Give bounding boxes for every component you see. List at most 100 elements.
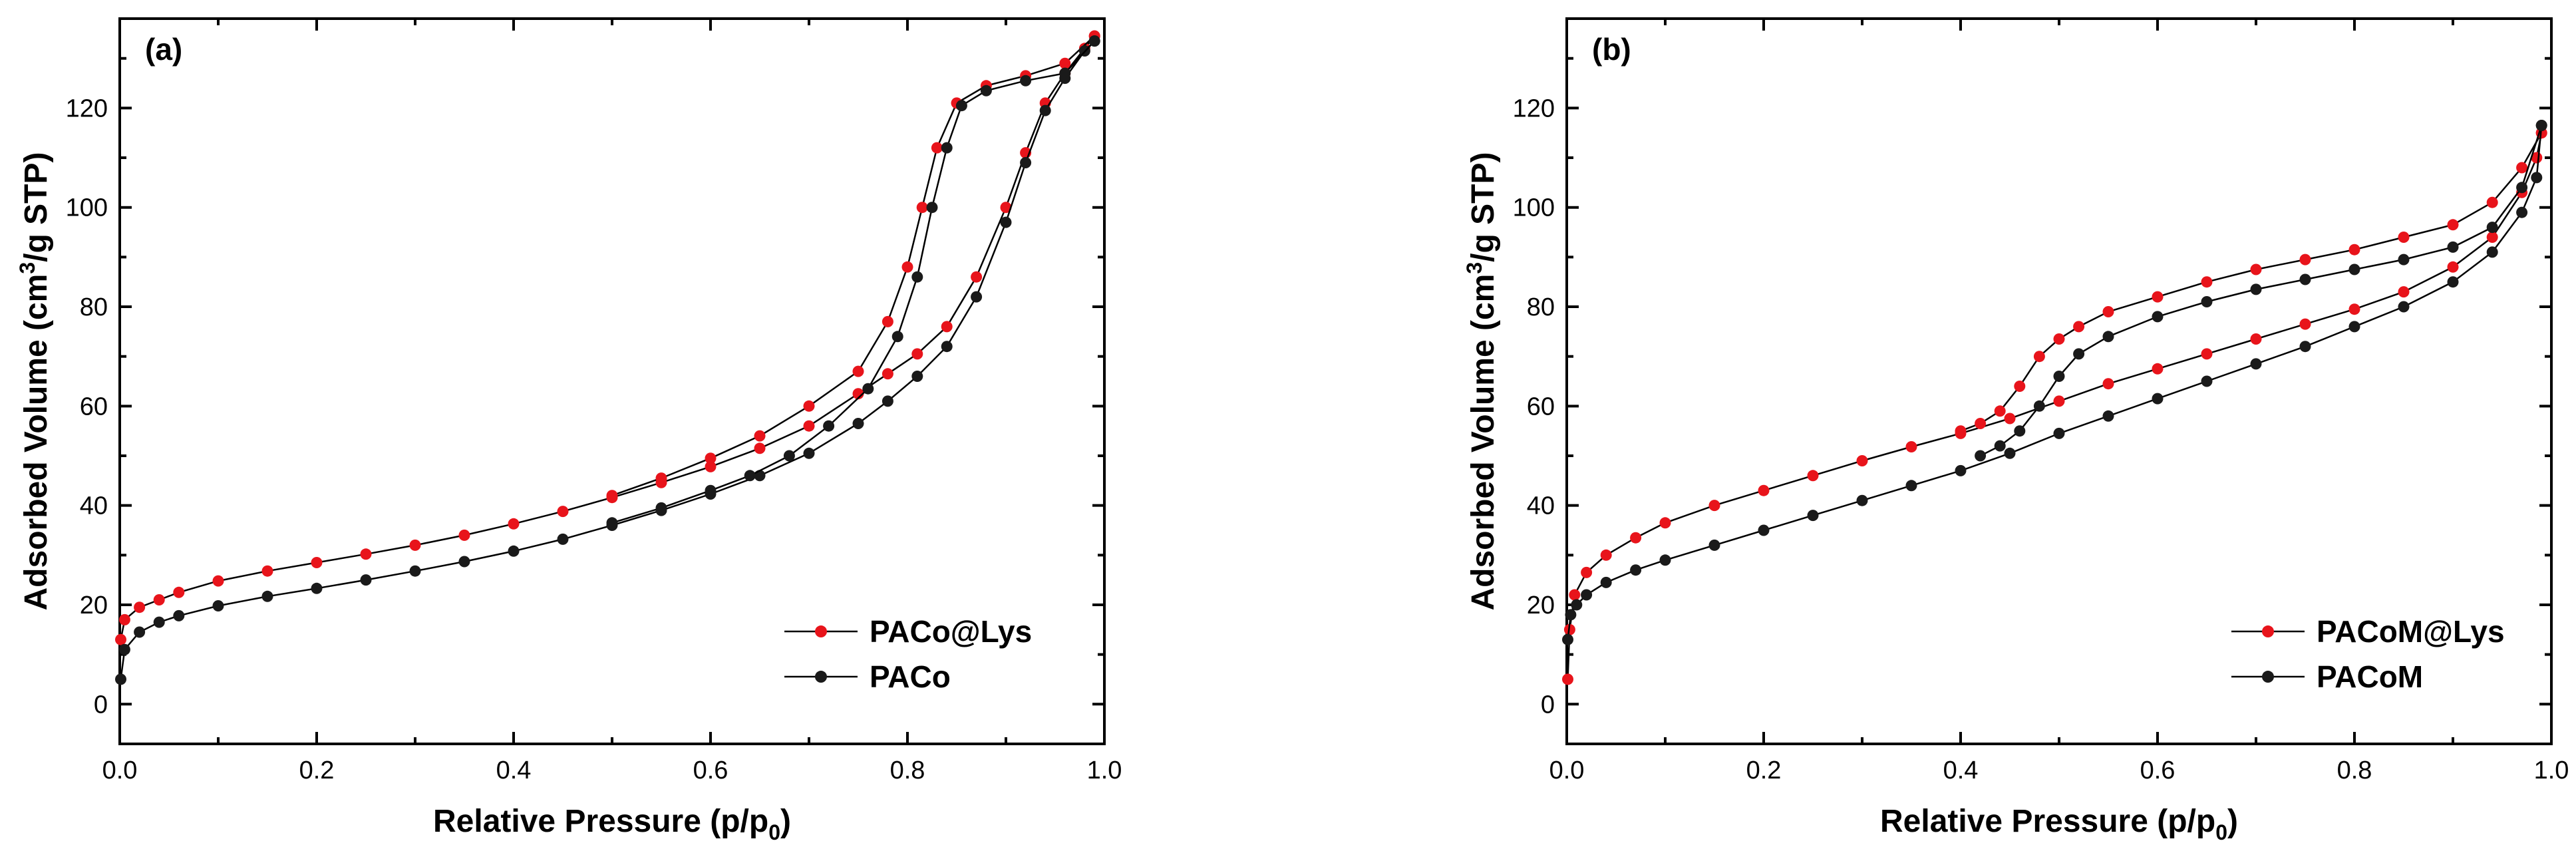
data-point [2014,425,2026,437]
series-pacom [1562,120,2547,645]
legend-entry: PACoM [2231,659,2423,694]
data-point [2299,273,2311,285]
data-point [1630,564,1642,576]
data-point [911,371,923,382]
data-point [606,517,618,529]
data-point [1708,500,1720,512]
data-point [2398,254,2410,265]
panel-label: (a) [145,32,182,67]
data-point [134,626,146,638]
data-point [2102,331,2114,343]
desorption-line [611,40,1096,524]
x-tick-label: 0.4 [1943,757,1979,784]
legend-entry: PACo@Lys [784,614,1032,649]
data-point [1000,216,1012,228]
data-point [901,261,913,273]
data-point [2535,120,2547,131]
data-point [2102,410,2114,422]
series-paco [115,35,1100,685]
data-point [911,348,923,360]
data-point [1994,405,2006,417]
data-point [2299,254,2311,265]
data-point [557,506,569,518]
data-point [1562,633,1573,645]
data-point [118,643,130,655]
legend-label: PACo [870,659,951,694]
data-point [891,331,903,343]
data-point [1562,673,1573,685]
data-point [1955,464,1967,476]
data-point [1708,539,1720,551]
data-point [2102,306,2114,317]
data-point [754,470,766,482]
data-point [655,472,667,484]
data-point [153,594,165,605]
y-axis-title: Adsorbed Volume (cm3/g STP) [15,152,54,611]
legend-entry: PACoM@Lys [2231,614,2505,649]
x-tick-label: 1.0 [2534,757,2569,784]
data-point [803,400,815,412]
data-point [1600,576,1612,588]
data-point [2014,381,2026,392]
legend-entry: PACo [784,659,951,694]
data-point [2033,400,2045,412]
data-point [2348,244,2360,256]
data-point [115,673,126,685]
data-point [360,548,372,560]
data-point [2447,261,2459,273]
legend-label: PACoM [2317,659,2423,694]
data-point [508,545,520,557]
data-point [1059,57,1071,69]
data-point [2486,222,2498,234]
data-point [1994,440,2006,452]
data-point [2102,378,2114,390]
data-point [1059,67,1071,79]
data-point [926,202,938,214]
data-point [705,484,717,496]
y-tick-label: 120 [66,94,108,122]
legend-marker [2262,671,2274,683]
x-tick-label: 0.4 [496,757,532,784]
data-point [803,447,815,459]
data-point [311,557,323,568]
data-point [212,575,224,587]
x-tick-label: 0.8 [2337,757,2372,784]
data-point [1807,470,1819,482]
data-point [744,470,756,482]
adsorption-line [120,35,1096,640]
y-tick-label: 80 [1527,293,1555,321]
data-point [2348,321,2360,333]
legend-marker [2262,625,2274,638]
data-point [941,341,953,353]
data-point [2516,162,2528,174]
data-point [1807,510,1819,522]
data-point [2201,375,2213,387]
data-point [1630,532,1642,544]
x-tick-label: 0.2 [299,757,335,784]
x-tick-label: 1.0 [1087,757,1122,784]
data-point [153,616,165,628]
data-point [2152,393,2164,405]
data-point [705,460,717,472]
panel-a: 0.0 0.2 0.4 0.6 0.8 1.0 0 20 40 60 80 100 120 (a) Rela… [15,17,1122,844]
legend-marker [815,625,827,638]
data-point [311,582,323,594]
data-point [1856,494,1868,506]
data-point [1000,202,1012,214]
data-point [971,271,983,283]
data-point [1659,517,1671,529]
data-point [2348,263,2360,275]
data-point [2447,276,2459,288]
data-point [852,365,864,377]
data-point [173,586,185,598]
adsorption-line [1567,132,2543,679]
x-tick-label: 0.6 [2140,757,2175,784]
data-point [2299,341,2311,353]
data-point [2053,427,2065,439]
data-point [655,502,667,514]
data-point [2250,283,2262,295]
y-tick-label: 20 [80,592,108,619]
y-tick-label: 60 [80,393,108,421]
data-point [1758,524,1770,536]
legend-label: PACo@Lys [870,614,1032,649]
